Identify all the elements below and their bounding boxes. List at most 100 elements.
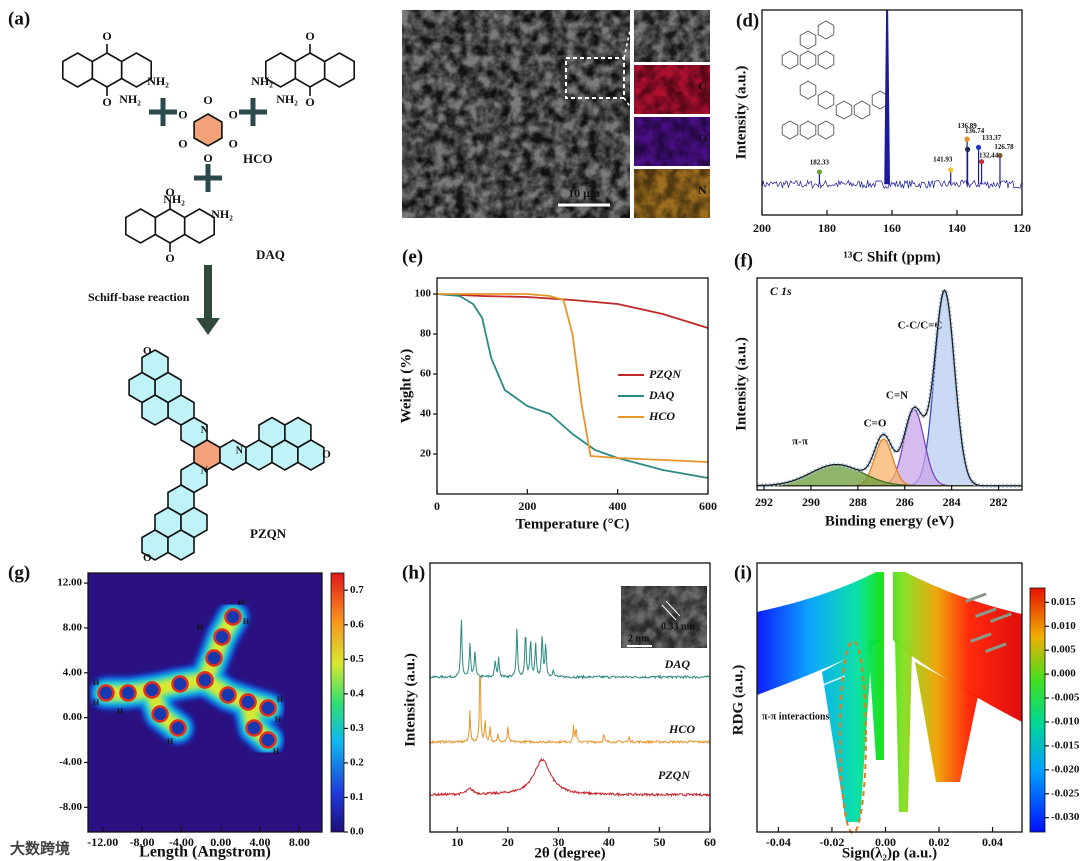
atom-label: H <box>197 623 204 632</box>
peak-label: 133.37 <box>982 134 1002 142</box>
peak-label: C=N <box>886 390 908 402</box>
map-texture <box>634 65 710 114</box>
y-tick-label: 0.5 <box>350 653 364 665</box>
peak-label: 136.89 <box>957 122 977 130</box>
panel-label: (g) <box>8 562 30 583</box>
sem-texture <box>402 10 630 218</box>
zoom-box <box>565 57 625 99</box>
atom-label: O <box>203 151 212 165</box>
tga-curve <box>436 293 709 479</box>
y-tick-label: 20 <box>420 448 432 460</box>
elf-ring <box>224 608 242 626</box>
x-tick-label: 140 <box>948 221 966 235</box>
y-tick-label: -4.00 <box>59 756 82 768</box>
elf-ring <box>259 699 277 717</box>
baseline-noise <box>761 179 1022 190</box>
y-tick-label: 0.00 <box>63 711 83 723</box>
x-tick-label: -8.00 <box>130 835 155 849</box>
x-tick-label: 282 <box>990 495 1008 509</box>
y-tick-label: 0.0 <box>350 826 364 838</box>
map-texture <box>634 10 710 62</box>
x-tick-label: 30 <box>552 835 564 849</box>
y-axis-label: Intensity (a.u.) <box>402 653 418 747</box>
atom-label: H <box>273 747 280 756</box>
inset-ring <box>799 80 817 100</box>
x-tick-label: 286 <box>896 495 914 509</box>
x-tick-label: 20 <box>502 835 514 849</box>
rdg-points <box>893 572 1022 722</box>
atom-label: NH₂ <box>163 192 185 206</box>
elf-ring <box>205 649 223 667</box>
peak-dot <box>816 169 823 175</box>
y-tick-label: -0.025 <box>1051 787 1080 799</box>
inset-ring <box>799 30 817 50</box>
x-tick-label: -0.04 <box>766 835 791 849</box>
ring <box>61 52 94 88</box>
y-tick-label: 80 <box>420 328 432 340</box>
peak-label: 182.33 <box>810 159 830 167</box>
rdg-points <box>895 640 912 812</box>
x-tick-label: 0.02 <box>929 835 950 849</box>
x-tick-label: -4.00 <box>169 835 194 849</box>
atom-label: N <box>236 445 244 456</box>
inset-ring <box>817 20 835 40</box>
y-tick-label: -0.015 <box>1051 739 1080 751</box>
atom-label: O <box>143 552 152 564</box>
panel-label: (a) <box>8 8 30 29</box>
figure-content: (a)(b)(c)(d)(e)(f)(g)(h)(i)OONH₂NH₂OONH₂… <box>8 8 1080 861</box>
element-label: C <box>698 79 707 93</box>
atom-label: O <box>305 95 314 109</box>
y-tick-label: -0.010 <box>1051 715 1080 727</box>
x-tick-label: 120 <box>1013 221 1031 235</box>
atom-label: O <box>228 107 237 121</box>
atom-label: H <box>238 598 245 607</box>
x-axis-label: Length (Angstrom) <box>139 844 271 861</box>
inset-ring <box>799 50 817 70</box>
atom-label: O <box>178 136 187 150</box>
x-axis-label: Temperature (°C) <box>516 516 630 532</box>
peak-dot <box>964 136 970 142</box>
tem-texture <box>621 586 707 648</box>
colorbar <box>330 572 345 833</box>
y-tick-label: 0.3 <box>350 722 364 734</box>
x-tick-label: 60 <box>704 835 716 849</box>
atom-label: O <box>228 136 237 150</box>
ring <box>154 208 186 244</box>
x-axis-label: 2θ (degree) <box>534 845 605 861</box>
x-tick-label: 180 <box>818 221 836 235</box>
rdg-white-trace <box>756 675 846 709</box>
y-tick-label: 60 <box>420 368 432 380</box>
plus-sign <box>194 164 222 192</box>
elf-ring <box>171 675 189 693</box>
x-axis-label: Binding energy (eV) <box>825 513 954 529</box>
y-tick-label: 12.00 <box>57 577 82 589</box>
ring <box>323 52 356 88</box>
element-label: N <box>698 183 707 197</box>
inset-ring <box>817 50 835 70</box>
atom-label: O <box>322 449 331 461</box>
ring <box>193 113 223 147</box>
peak-label: C=O <box>864 418 887 430</box>
atom-label: O <box>178 107 187 121</box>
peak-label: 141.93 <box>933 156 953 164</box>
y-tick-label: 8.00 <box>63 621 83 633</box>
y-tick-label: -0.020 <box>1051 763 1080 775</box>
inset-molecule <box>985 642 1007 653</box>
legend-label: HCO <box>648 409 675 423</box>
y-tick-label: 0.010 <box>1051 620 1076 632</box>
x-tick-label: 8.00 <box>289 835 310 849</box>
y-axis-label: Intensity (a.u.) <box>733 66 749 160</box>
x-tick-label: 4.00 <box>250 835 271 849</box>
ring <box>91 52 123 88</box>
tga-curve <box>436 293 709 329</box>
x-tick-label: 600 <box>699 499 717 513</box>
series-label: DAQ <box>664 657 691 671</box>
y-tick-label: 0.2 <box>350 756 364 768</box>
atom-label: O <box>102 29 111 43</box>
colorbar <box>1029 587 1046 833</box>
inset-ring <box>817 120 835 140</box>
elf-ring <box>143 681 161 699</box>
elf-ring <box>196 671 214 689</box>
peak-dot <box>978 159 985 165</box>
